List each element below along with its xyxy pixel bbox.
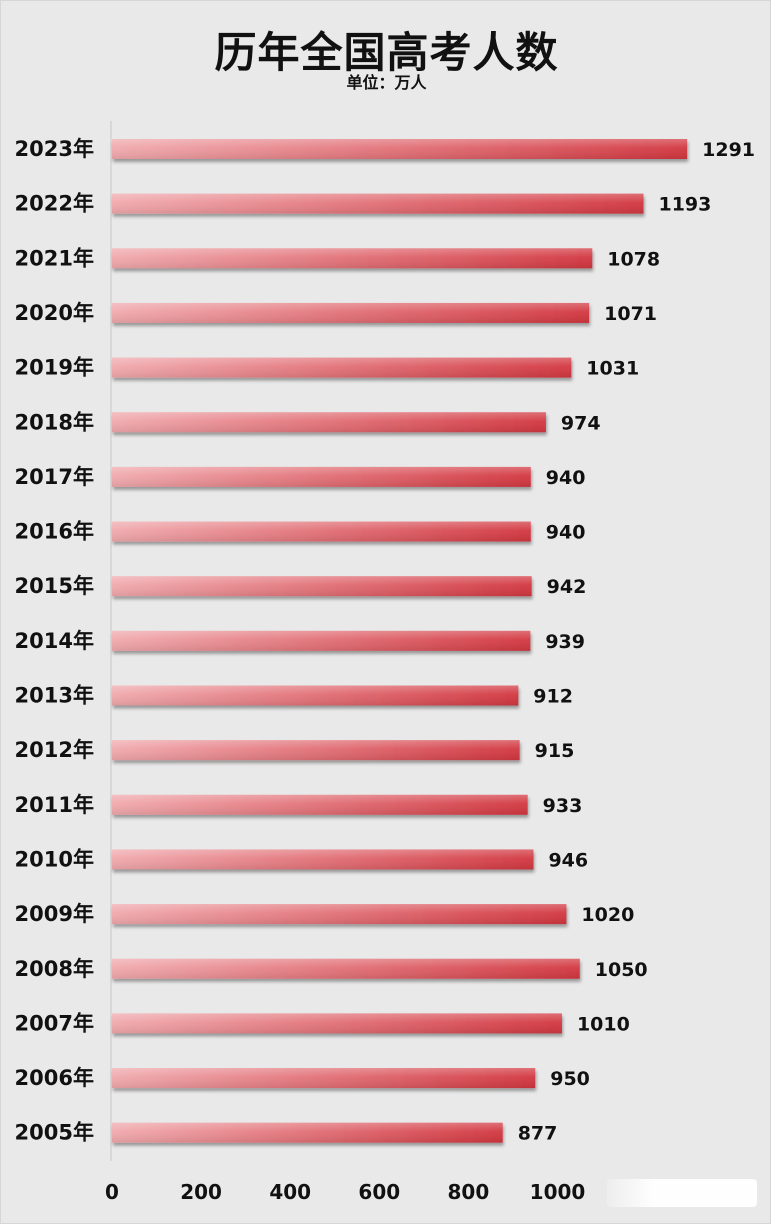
bar-highlight [112,248,593,269]
bar-highlight [112,1068,536,1089]
data-label: 940 [546,467,586,489]
category-label: 2019年 [15,356,94,380]
bar-group [112,1122,503,1143]
x-tick-label: 0 [105,1180,119,1204]
bar-highlight [112,1013,562,1034]
category-label: 2009年 [15,902,94,926]
category-label: 2020年 [15,301,94,325]
bar-group [112,1013,562,1034]
bar-group [112,630,531,651]
category-label: 2013年 [15,684,94,708]
category-label: 2012年 [15,738,94,762]
data-label: 950 [550,1068,590,1090]
x-tick-label: 800 [448,1180,490,1204]
bar-group [112,521,531,542]
bar-highlight [112,466,531,487]
bar-highlight [112,139,688,159]
bar-highlight [112,685,519,706]
bar-highlight [112,576,532,597]
bar-highlight [112,904,567,925]
bar-group [112,958,580,979]
x-tick-labels: 0 200 400 600 800 1000 [105,1180,585,1204]
bar-highlight [112,849,534,870]
category-label: 2016年 [15,520,94,544]
labels-layer: 2023年 1291 2022年 1193 2021年 1078 2020年 1071 2019… [15,137,755,1145]
category-label: 2021年 [15,246,94,270]
bar-group [112,412,546,433]
category-label: 2014年 [15,629,94,653]
bar-group [112,1068,536,1089]
data-label: 1071 [604,303,657,325]
data-label: 942 [547,576,587,598]
bar-highlight [112,630,531,651]
chart-title: 历年全国高考人数 [214,28,559,77]
data-label: 946 [548,849,588,871]
category-label: 2022年 [15,192,94,216]
data-label: 974 [561,412,601,434]
category-label: 2008年 [15,957,94,981]
x-tick-label: 600 [358,1180,400,1204]
data-label: 933 [543,795,583,817]
category-label: 2023年 [15,137,94,161]
bar-highlight [112,193,644,214]
bar-group [112,302,590,323]
bar-group [112,904,567,925]
bar-highlight [112,521,531,542]
bar-group [112,248,593,269]
watermark-overlay [607,1179,757,1207]
data-label: 939 [545,631,585,653]
data-label: 1291 [702,139,755,161]
data-label: 1050 [595,959,648,981]
bar-group [112,849,534,870]
category-label: 2007年 [15,1011,94,1035]
data-label: 1078 [607,248,660,270]
category-label: 2017年 [15,465,94,489]
bar-highlight [112,412,546,433]
data-label: 912 [533,686,573,708]
bar-group [112,466,531,487]
x-tick-label: 400 [269,1180,311,1204]
bar-group [112,685,519,706]
x-tick-label: 200 [180,1180,222,1204]
chart-subtitle: 单位：万人 [346,73,427,92]
category-label: 2010年 [15,847,94,871]
bar-highlight [112,1122,503,1143]
data-label: 877 [518,1123,558,1145]
data-label: 915 [535,740,575,762]
bars-layer [112,139,688,1143]
category-label: 2015年 [15,574,94,598]
data-label: 1193 [658,194,711,216]
bar-highlight [112,958,580,979]
category-label: 2005年 [15,1121,94,1145]
category-label: 2011年 [15,793,94,817]
bar-group [112,576,532,597]
bar-highlight [112,357,572,378]
bar-group [112,193,644,214]
bar-highlight [112,740,520,761]
data-label: 1031 [586,358,639,380]
bar-group [112,139,688,159]
category-label: 2006年 [15,1066,94,1090]
category-label: 2018年 [15,410,94,434]
bar-group [112,794,528,815]
bar-group [112,357,572,378]
x-tick-label: 1000 [530,1180,586,1204]
bar-highlight [112,794,528,815]
bar-highlight [112,302,590,323]
data-label: 1020 [581,904,634,926]
data-label: 1010 [577,1013,630,1035]
data-label: 940 [546,522,586,544]
bar-group [112,740,520,761]
